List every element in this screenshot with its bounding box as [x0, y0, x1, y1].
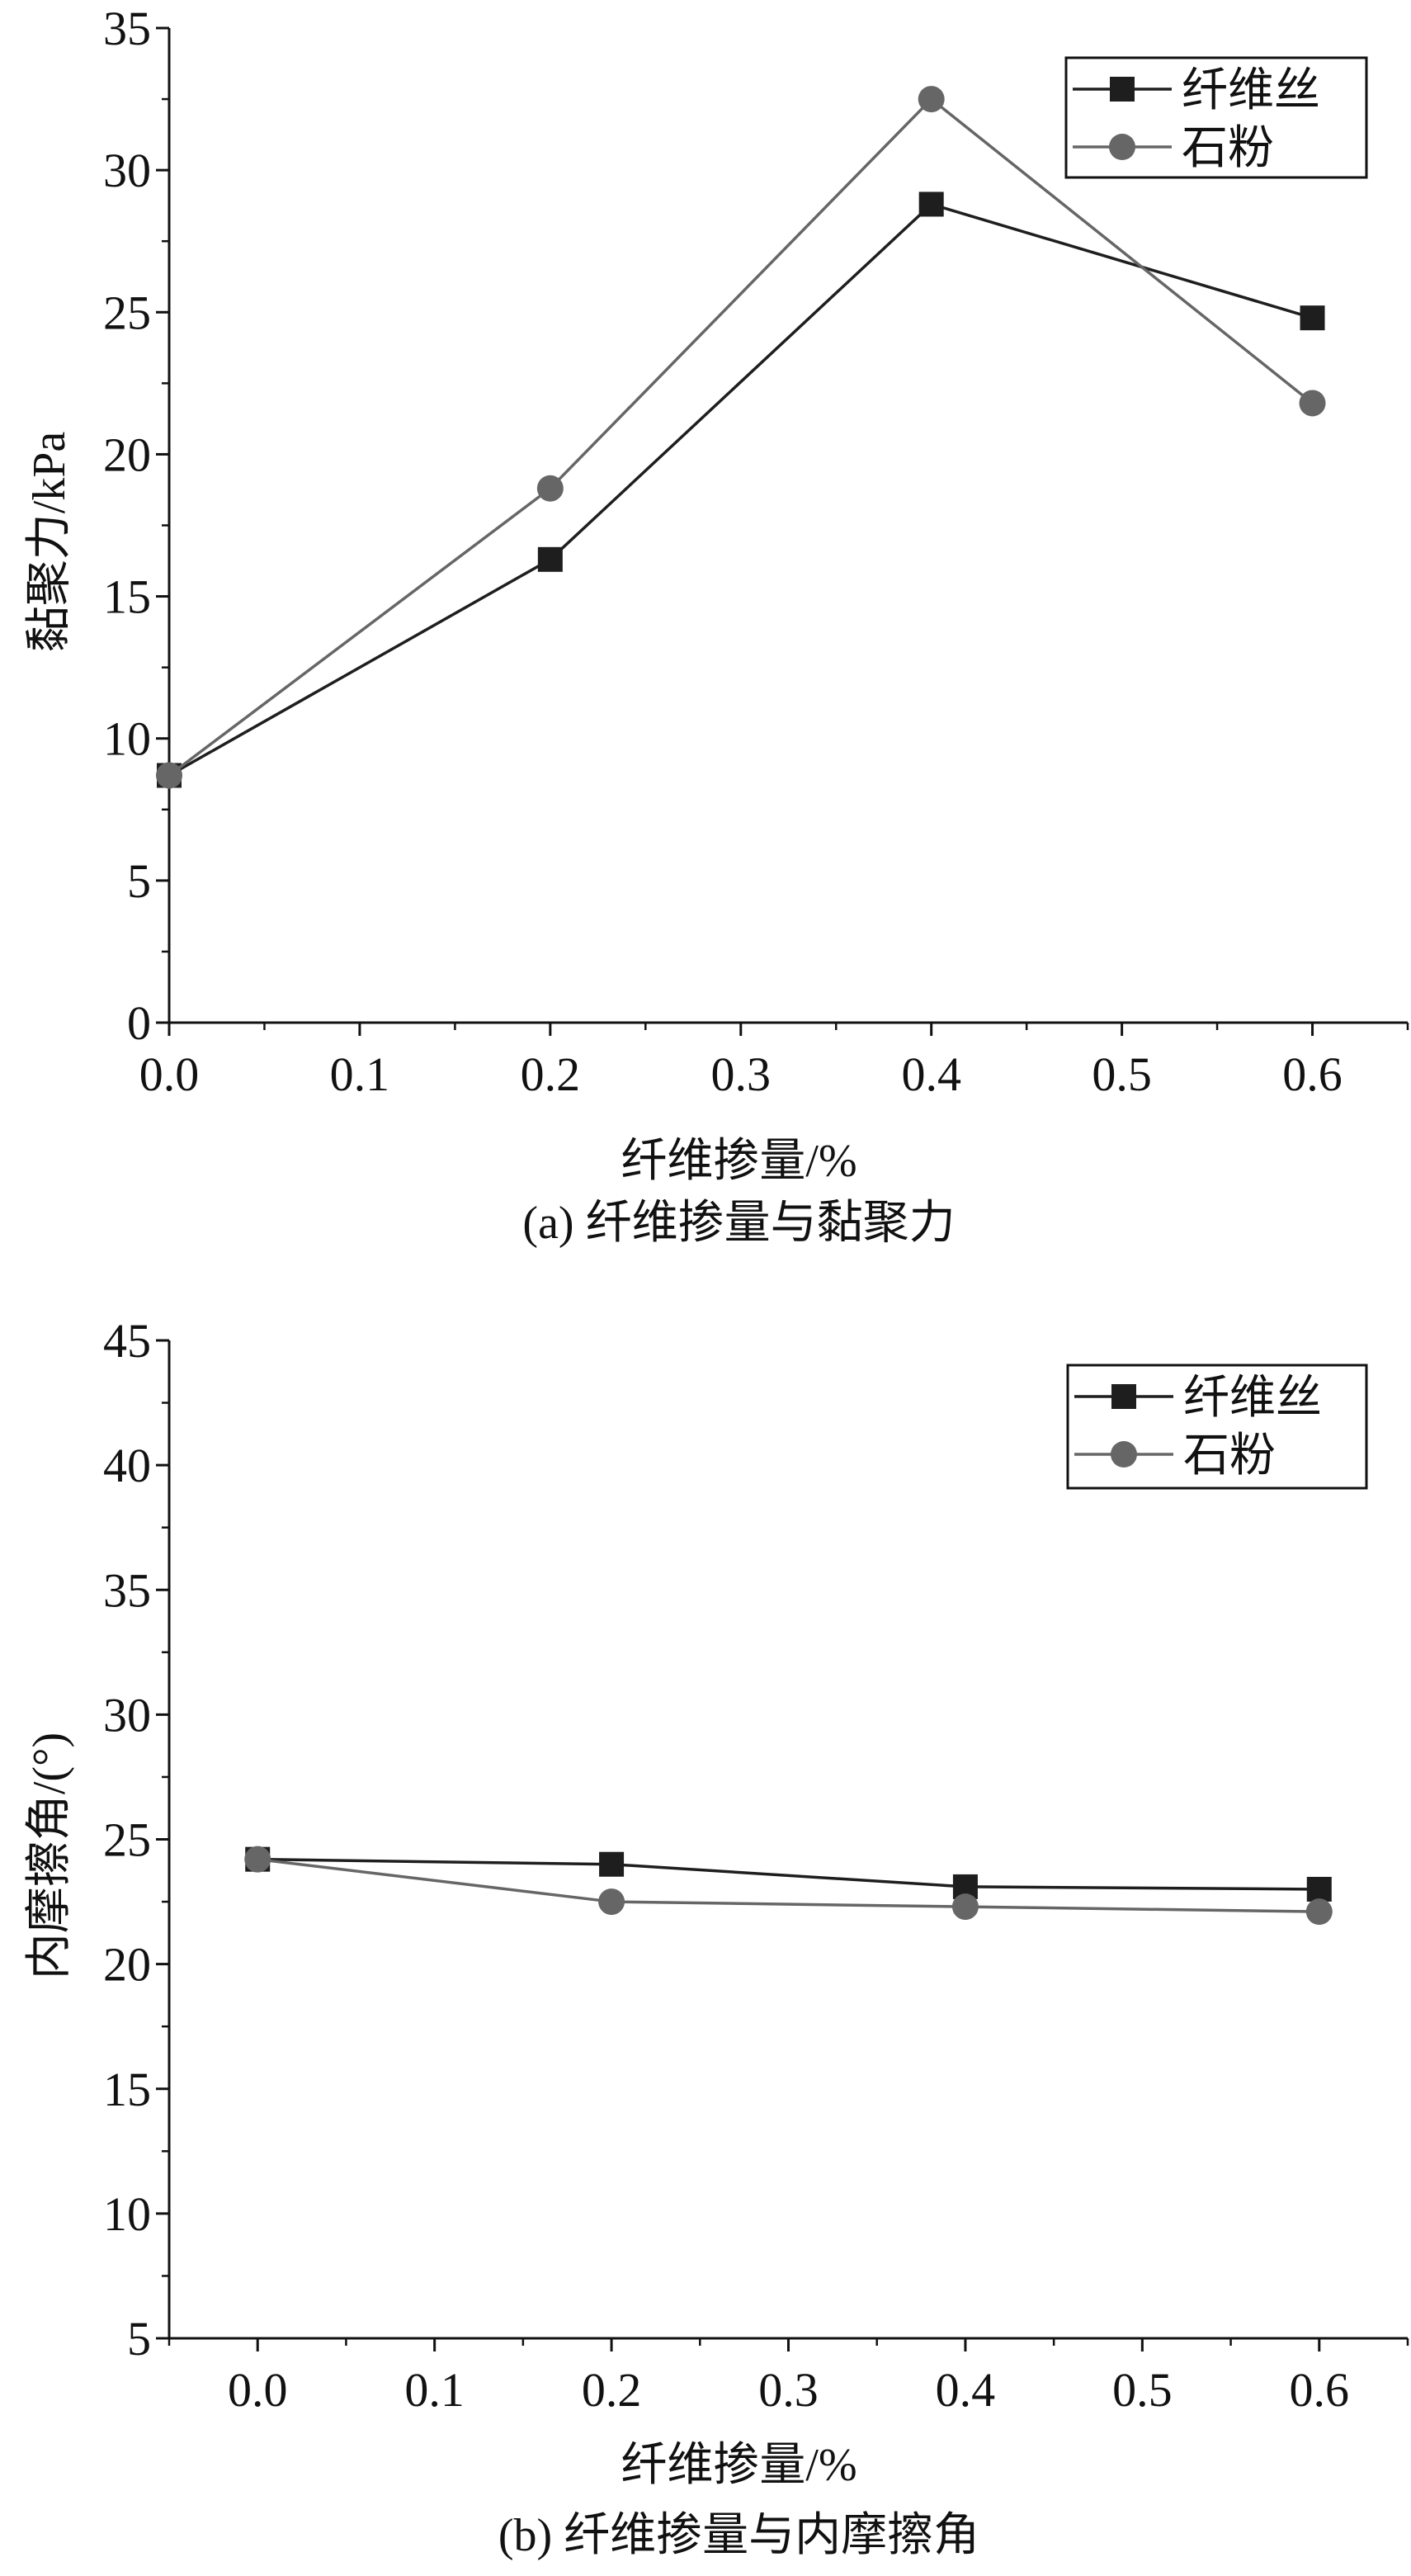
series-line-stone-powder	[168, 97, 1314, 777]
legend-circle-marker	[1109, 134, 1135, 160]
x-tick-label: 0.0	[228, 2363, 288, 2417]
y-tick-label: 5	[127, 854, 151, 908]
data-point-circle	[598, 1888, 625, 1916]
series-line-fiber	[257, 1857, 1319, 1891]
x-tick-label: 0.1	[330, 1047, 390, 1101]
y-axis-label: 黏聚力/kPa	[24, 432, 75, 653]
y-tick-label: 45	[103, 1314, 151, 1368]
legend-label: 石粉	[1182, 123, 1274, 174]
x-tick-label: 0.1	[404, 2363, 465, 2417]
legend-circle-marker	[1111, 1441, 1137, 1468]
x-tick-label: 0.2	[521, 1047, 581, 1101]
series-line-stone-powder	[257, 1857, 1319, 1913]
y-tick-label: 35	[103, 1563, 151, 1617]
y-tick-label: 35	[103, 2, 151, 55]
x-tick-label: 0.0	[139, 1047, 200, 1101]
data-point-circle	[918, 86, 945, 113]
data-point-circle	[1299, 390, 1326, 417]
y-tick-label: 5	[127, 2312, 151, 2366]
legend-square-marker	[1110, 77, 1135, 102]
y-tick-label: 15	[103, 2063, 151, 2116]
chart-caption: (b) 纤维掺量与内摩擦角	[498, 2510, 979, 2561]
data-point-circle	[951, 1893, 979, 1921]
x-tick-label: 0.6	[1290, 2363, 1350, 2417]
x-axis-label: 纤维掺量/%	[621, 2440, 857, 2491]
y-tick-label: 15	[103, 570, 151, 624]
y-tick-label: 25	[103, 1813, 151, 1867]
data-point-square	[918, 191, 944, 217]
data-point-square	[1300, 305, 1325, 331]
x-tick-label: 0.5	[1112, 2363, 1173, 2417]
data-point-circle	[1305, 1898, 1333, 1926]
y-tick-label: 20	[103, 1938, 151, 1992]
y-tick-label: 10	[103, 712, 151, 766]
y-tick-label: 30	[103, 144, 151, 197]
legend-box	[1066, 1364, 1368, 1490]
x-tick-label: 0.5	[1092, 1047, 1152, 1101]
legend-label: 纤维丝	[1182, 65, 1320, 116]
data-point-square	[1306, 1876, 1332, 1902]
y-tick-label: 25	[103, 286, 151, 339]
x-tick-label: 0.4	[901, 1047, 961, 1101]
x-axis-label: 纤维掺量/%	[621, 1136, 857, 1187]
y-axis-label: 内摩擦角/(°)	[24, 1732, 75, 1979]
data-point-square	[599, 1851, 625, 1877]
series-line-fiber	[168, 202, 1314, 777]
x-tick-label: 0.2	[582, 2363, 642, 2417]
legend-label: 纤维丝	[1183, 1373, 1322, 1424]
x-tick-label: 0.6	[1282, 1047, 1343, 1101]
y-tick-label: 40	[103, 1439, 151, 1492]
data-point-square	[537, 546, 563, 572]
y-tick-label: 30	[103, 1688, 151, 1742]
data-point-circle	[244, 1846, 271, 1873]
chart-a: 0 5 10 15 20 25 30 35 0.0 0.1 0.2 0.3 0.4 0.5 0.6 纤维掺量/…	[24, 2, 1409, 1249]
chart-caption: (a) 纤维掺量与黏聚力	[522, 1198, 955, 1249]
y-tick-label: 10	[103, 2187, 151, 2241]
legend-square-marker	[1111, 1384, 1136, 1409]
x-tick-label: 0.3	[711, 1047, 772, 1101]
y-tick-label: 20	[103, 428, 151, 481]
y-tick-label: 0	[127, 996, 151, 1050]
data-point-circle	[156, 762, 182, 789]
data-point-circle	[536, 475, 564, 502]
legend-label: 石粉	[1183, 1430, 1276, 1482]
x-tick-label: 0.4	[936, 2363, 996, 2417]
x-tick-label: 0.3	[758, 2363, 819, 2417]
chart-b: 5 10 15 20 25 30 35 40 45 0.0 0.1 0.2 0.3 0.4 0.5 0.6 纤维…	[24, 1314, 1409, 2561]
